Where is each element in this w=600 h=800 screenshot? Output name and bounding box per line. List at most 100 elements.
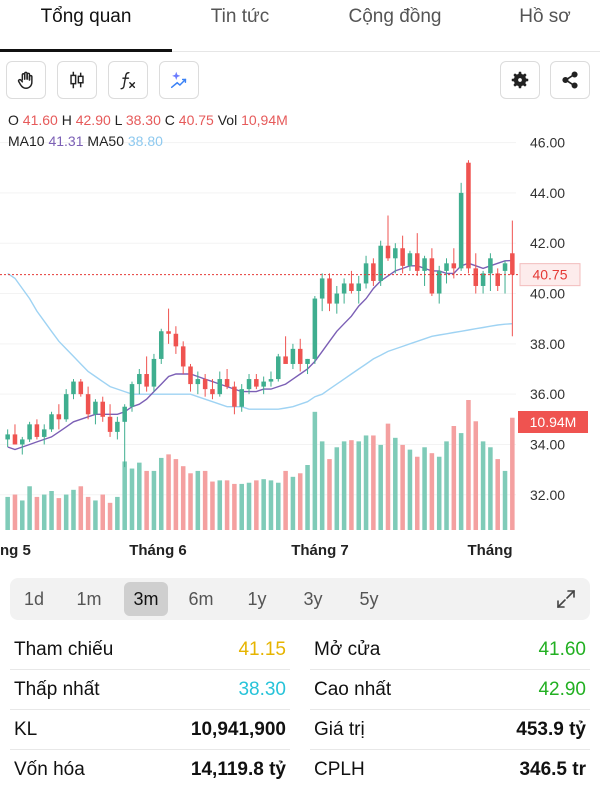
candle-body	[93, 401, 98, 415]
candle-body	[115, 421, 120, 432]
candle-body	[422, 258, 427, 271]
volume-bar	[41, 494, 47, 530]
volume-bar	[246, 482, 252, 530]
volume-bar	[173, 459, 179, 530]
candle-body	[49, 414, 54, 430]
volume-bar	[158, 457, 164, 530]
candle-body	[334, 293, 340, 304]
candle-body	[290, 348, 296, 364]
volume-tag-label: 10.94M	[530, 414, 577, 430]
volume-bar	[385, 423, 391, 530]
stat-low: Thấp nhất 38.30	[10, 670, 290, 710]
settings-button[interactable]	[500, 61, 540, 99]
range-6m[interactable]: 6m	[188, 589, 214, 609]
ma10-label: MA10	[8, 133, 45, 149]
volume-bar	[20, 500, 25, 530]
ai-analysis-button[interactable]	[159, 61, 199, 99]
tab-overview[interactable]: Tổng quan	[40, 6, 132, 27]
active-tab-indicator	[0, 49, 172, 52]
x-tick-label: Tháng	[468, 542, 513, 559]
range-3y[interactable]: 3y	[303, 589, 323, 609]
market-cap-value: 14,119.8 tỷ	[190, 759, 286, 780]
stat-shares: CPLH 346.5 tr	[310, 750, 590, 790]
volume-bar	[466, 400, 471, 530]
volume-bar	[276, 482, 281, 530]
shares-outstanding-value: 346.5 tr	[519, 759, 586, 780]
price-chart[interactable]: 40.75 10.94M 46.00 44.00 42.00 40.00 38.00 36.…	[0, 100, 600, 570]
indicator-button[interactable]	[108, 61, 148, 99]
candle-body	[71, 381, 76, 395]
volume-bar	[5, 496, 10, 530]
candle-body	[341, 283, 347, 294]
candle-body	[327, 278, 332, 304]
candle-body	[276, 356, 281, 380]
expand-icon[interactable]	[554, 587, 578, 611]
top-tab-bar: Tổng quan Tin tức Cộng đồng Hồ sơ	[0, 0, 600, 52]
candle-body	[246, 379, 252, 390]
volume-bar	[422, 447, 427, 530]
current-price-line: 40.75 10.94M	[0, 263, 588, 433]
candle-body	[510, 253, 515, 275]
volume-bar	[34, 496, 40, 530]
volume-bar	[27, 486, 32, 530]
volume-bar	[378, 444, 383, 530]
candle-body	[34, 424, 40, 437]
time-range-selector: 1d 1m 3m 6m 1y 3y 5y	[10, 578, 590, 620]
candle-body	[5, 434, 10, 440]
volume-bar	[407, 449, 413, 530]
volume-bar	[12, 494, 18, 530]
volume-bar	[495, 459, 500, 530]
range-1m[interactable]: 1m	[76, 589, 102, 609]
candle-body	[195, 379, 201, 385]
range-5y[interactable]: 5y	[359, 589, 379, 609]
volume-bar	[436, 456, 442, 530]
candle-body	[122, 406, 127, 422]
candle-body	[349, 283, 354, 292]
y-tick-label: 32.00	[530, 487, 565, 503]
chart-type-button[interactable]	[57, 61, 97, 99]
volume-bar	[239, 483, 244, 530]
candle-body	[210, 389, 215, 395]
y-tick-label: 38.00	[530, 336, 565, 352]
low-value: 38.30	[125, 112, 161, 128]
volume-bar	[363, 435, 369, 530]
tab-profile[interactable]: Hồ sơ	[519, 6, 571, 27]
volume-bar	[144, 470, 149, 530]
high-price-label: Cao nhất	[314, 679, 392, 700]
low-price-value: 38.30	[238, 679, 286, 700]
candle-body	[173, 333, 179, 347]
x-tick-label: ng 5	[0, 542, 31, 559]
volume-bar	[349, 440, 354, 530]
volume-bar	[195, 470, 201, 530]
candle-body	[305, 358, 310, 364]
high-value: 42.90	[75, 112, 111, 128]
candle-body	[436, 270, 442, 294]
volume-bar	[254, 480, 259, 530]
stat-value: Giá trị 453.9 tỷ	[310, 710, 590, 750]
candle-body	[371, 263, 376, 281]
tab-community[interactable]: Cộng đồng	[348, 6, 442, 27]
current-price-label: 40.75	[532, 267, 567, 283]
candle-body	[180, 346, 186, 367]
ma50-label: MA50	[87, 133, 124, 149]
draw-tool-button[interactable]	[6, 61, 46, 99]
volume-bar	[78, 486, 84, 530]
candle-body	[451, 263, 457, 269]
candle-body	[137, 374, 142, 385]
low-label: L	[114, 112, 122, 128]
open-value: 41.60	[22, 112, 58, 128]
candle-body	[254, 379, 259, 387]
candle-body	[502, 263, 508, 271]
tab-news[interactable]: Tin tức	[210, 6, 270, 27]
stat-market-cap: Vốn hóa 14,119.8 tỷ	[10, 750, 290, 790]
trade-volume-label: KL	[14, 719, 38, 740]
volume-bar	[371, 435, 376, 530]
range-1y[interactable]: 1y	[247, 589, 267, 609]
share-button[interactable]	[550, 61, 590, 99]
volume-bar	[319, 441, 325, 530]
range-3m[interactable]: 3m	[124, 582, 168, 616]
candle-body	[473, 268, 479, 286]
y-tick-label: 36.00	[530, 386, 565, 402]
candlestick-icon	[70, 71, 84, 89]
range-1d[interactable]: 1d	[23, 589, 45, 609]
